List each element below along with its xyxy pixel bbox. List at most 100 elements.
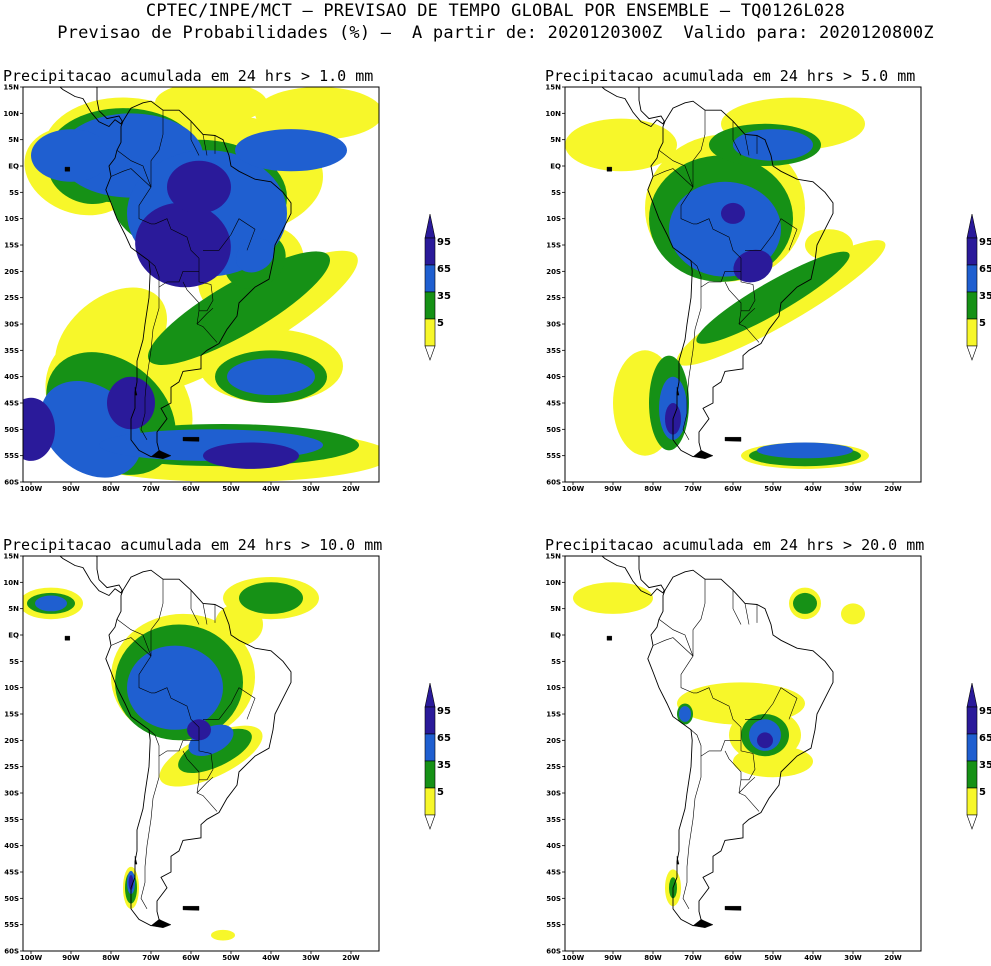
probability-map: 15N 10N 5N EQ 5S 10S 15S 20S 25S 30S 35S 40S 45S 50S 5…: [545, 84, 922, 493]
probability-blob: [127, 645, 223, 730]
lon-label: 70W: [142, 954, 160, 962]
lat-label: 45S: [4, 869, 19, 877]
probability-blob: [757, 442, 853, 459]
colorbar-legend: 95 65 35 5: [424, 682, 451, 830]
colorbar-level-label: 65: [979, 264, 991, 275]
colorbar-level-label: 5: [437, 787, 444, 798]
lat-label: 5N: [8, 136, 19, 144]
map-panel-3: Precipitacao acumulada em 24 hrs > 10.0 …: [3, 536, 451, 966]
lat-label: 40S: [546, 373, 561, 381]
lat-label: 5S: [9, 189, 19, 197]
lat-label: 60S: [4, 479, 19, 487]
colorbar-level-label: 35: [437, 291, 451, 302]
probability-map: 15N 10N 5N EQ 5S 10S 15S 20S 25S 30S 35S 40S 45S 50S 5…: [3, 553, 380, 962]
colorbar-level-label: 5: [979, 318, 986, 329]
panel-title: Precipitacao acumulada em 24 hrs > 20.0 …: [545, 536, 925, 554]
map-panel-2: Precipitacao acumulada em 24 hrs > 5.0 m…: [545, 67, 991, 497]
lat-label: 10S: [4, 215, 19, 223]
probability-blob: [733, 129, 813, 161]
lon-label: 20W: [342, 954, 360, 962]
lat-label: 5N: [8, 605, 19, 613]
lon-label: 40W: [804, 485, 822, 493]
probability-blob: [155, 87, 267, 124]
lat-label: 45S: [546, 869, 561, 877]
panel-title: Precipitacao acumulada em 24 hrs > 10.0 …: [3, 536, 383, 554]
lon-label: 20W: [884, 954, 902, 962]
probability-blob: [841, 603, 865, 625]
lat-label: 15N: [545, 553, 561, 561]
probability-blob: [23, 397, 55, 461]
probability-blob: [255, 87, 379, 140]
probability-blob: [235, 129, 347, 172]
probability-blob: [721, 202, 745, 224]
lon-label: 80W: [102, 954, 120, 962]
lat-label: 35S: [4, 347, 19, 355]
colorbar-level-label: 95: [437, 237, 451, 248]
lon-label: 80W: [644, 954, 662, 962]
lon-label: 20W: [884, 485, 902, 493]
lon-label: 30W: [302, 485, 320, 493]
lat-label: 20S: [546, 737, 561, 745]
colorbar-legend: 95 65 35 5: [966, 213, 991, 361]
probability-blob: [235, 238, 275, 273]
probability-blob: [677, 682, 805, 725]
probability-blob: [215, 603, 263, 646]
lon-label: 40W: [262, 485, 280, 493]
lat-label: 40S: [4, 842, 19, 850]
lat-label: 10N: [3, 110, 19, 118]
lon-label: 90W: [604, 954, 622, 962]
lat-label: 55S: [546, 921, 561, 929]
lon-label: 70W: [684, 485, 702, 493]
probability-blob: [167, 160, 231, 214]
probability-area-d: [757, 732, 773, 749]
lat-label: 50S: [4, 426, 19, 434]
lat-label: 20S: [4, 737, 19, 745]
probability-area-d: [23, 160, 299, 469]
lon-label: 100W: [562, 485, 585, 493]
lat-label: 5S: [9, 658, 19, 666]
coastline: [601, 556, 834, 929]
lon-label: 60W: [724, 954, 742, 962]
lat-label: 15N: [545, 84, 561, 92]
lat-label: 10N: [3, 579, 19, 587]
lat-label: 15S: [4, 242, 19, 250]
lat-label: 10N: [545, 579, 561, 587]
figure-subtitle: Previsao de Probabilidades (%) — A parti…: [57, 23, 934, 43]
lat-label: 50S: [546, 895, 561, 903]
lat-label: 25S: [546, 294, 561, 302]
lat-label: 60S: [4, 948, 19, 956]
lat-label: 5N: [550, 136, 561, 144]
probability-map: 15N 10N 5N EQ 5S 10S 15S 20S 25S 30S 35S 40S 45S 50S 5…: [3, 84, 380, 493]
lat-label: 30S: [4, 790, 19, 798]
lon-label: 70W: [684, 954, 702, 962]
lat-label: 30S: [4, 321, 19, 329]
colorbar-level-label: 65: [979, 733, 991, 744]
lat-label: 15N: [3, 84, 19, 92]
lat-label: EQ: [8, 632, 19, 640]
lon-label: 60W: [182, 485, 200, 493]
panel-title: Precipitacao acumulada em 24 hrs > 5.0 m…: [545, 67, 916, 85]
lat-label: 35S: [4, 816, 19, 824]
panel-title: Precipitacao acumulada em 24 hrs > 1.0 m…: [3, 67, 374, 85]
lat-label: 10S: [546, 215, 561, 223]
lat-label: 5S: [551, 658, 561, 666]
probability-blob: [239, 582, 303, 614]
probability-blob: [757, 732, 773, 749]
probability-blob: [793, 592, 817, 614]
probability-blob: [211, 929, 235, 941]
lat-label: 15S: [546, 242, 561, 250]
probability-blob: [733, 249, 773, 283]
lon-label: 60W: [724, 485, 742, 493]
probability-blob: [565, 118, 677, 172]
colorbar-level-label: 5: [437, 318, 444, 329]
probability-blob: [227, 358, 315, 396]
colorbar-level-label: 35: [979, 291, 991, 302]
colorbar-level-label: 65: [437, 264, 451, 275]
colorbar-legend: 95 65 35 5: [966, 682, 991, 830]
lat-label: 15N: [3, 553, 19, 561]
lon-label: 100W: [562, 954, 585, 962]
colorbar-level-label: 35: [979, 760, 991, 771]
lat-label: 55S: [546, 452, 561, 460]
lat-label: 60S: [546, 948, 561, 956]
lat-label: 20S: [546, 268, 561, 276]
